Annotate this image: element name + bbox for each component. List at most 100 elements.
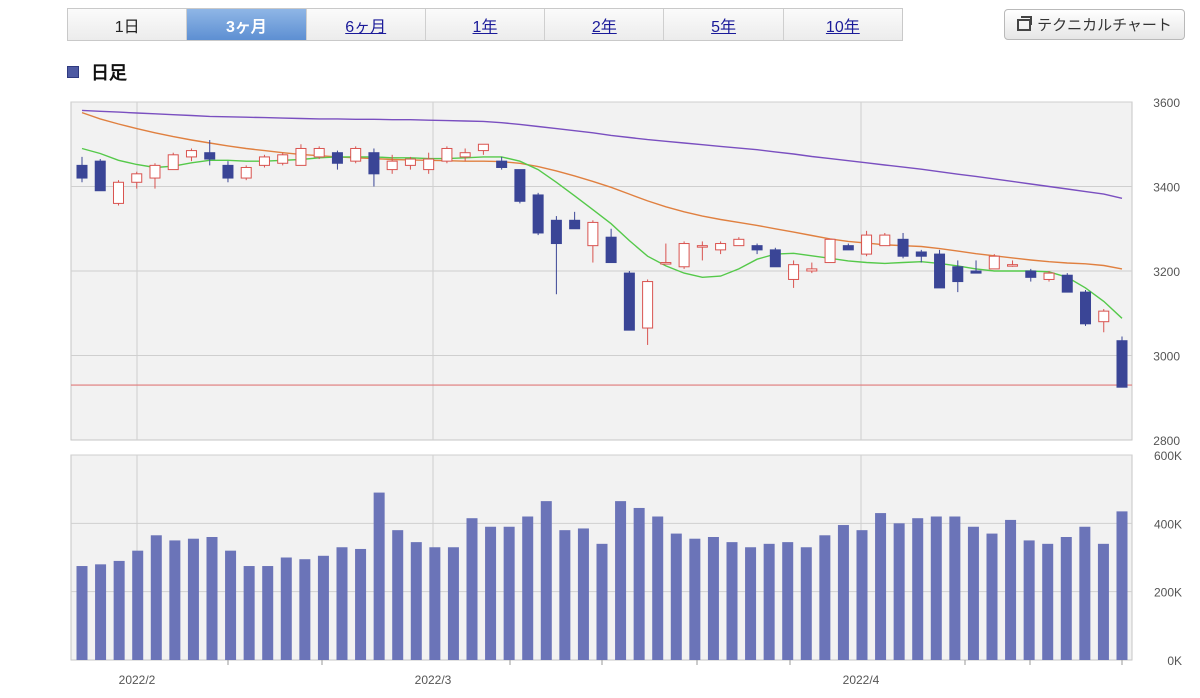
volume-bar [819, 535, 831, 660]
volume-bar [206, 537, 218, 660]
period-tab-2[interactable]: 3ヶ月 [187, 9, 307, 40]
volume-bar [243, 566, 255, 660]
candle-body [258, 156, 270, 166]
period-tabs: 1日 3ヶ月 6ヶ月 1年 2年 5年 10年 [67, 8, 903, 41]
candle-body [331, 152, 343, 164]
candle-body [514, 169, 526, 202]
volume-bar [986, 533, 998, 660]
candle-body [806, 268, 818, 272]
candle-body [605, 236, 617, 264]
moving-average-layer [81, 109, 1123, 319]
technical-chart-button[interactable]: テクニカルチャート [1004, 9, 1185, 40]
volume-ytick-label: 400K [1154, 517, 1182, 531]
candle-body [824, 238, 836, 264]
candlestick-layer [76, 140, 1128, 388]
candle-body [1007, 264, 1019, 267]
candle-body [970, 270, 982, 274]
volume-bar [132, 550, 144, 660]
candle-body [94, 160, 106, 192]
volume-bar [1005, 519, 1017, 660]
candle-body [952, 266, 964, 283]
candle-body [532, 194, 544, 234]
candle-body [277, 154, 289, 164]
volume-bar [280, 557, 292, 660]
candle-body [1080, 291, 1092, 325]
volume-bar [745, 547, 757, 660]
xtick-label: 2022/2 [119, 673, 156, 687]
volume-bar [1042, 543, 1054, 660]
candle-body [788, 264, 800, 280]
volume-bar [726, 542, 738, 660]
candle-body [222, 164, 234, 179]
volume-bar [113, 560, 125, 660]
volume-bar [875, 513, 887, 660]
candle-body [587, 221, 599, 247]
candle-body [167, 154, 179, 171]
volume-bar [763, 543, 775, 660]
candle-body [897, 238, 909, 257]
volume-bar [392, 530, 404, 660]
candle-body [1043, 272, 1055, 280]
volume-bar [429, 547, 441, 660]
candle-body [988, 255, 1000, 270]
candle-body [569, 219, 581, 230]
volume-bar [355, 548, 367, 660]
candle-body [861, 234, 873, 255]
volume-bar [615, 501, 627, 660]
volume-bar [1023, 540, 1035, 660]
candle-body [842, 245, 854, 251]
candle-body [149, 164, 161, 179]
volume-bar [317, 555, 329, 660]
candle-body [404, 158, 416, 166]
period-tab-6[interactable]: 5年 [664, 9, 784, 40]
period-tab-4[interactable]: 1年 [426, 9, 546, 40]
volume-bar [503, 526, 515, 660]
period-tab-3[interactable]: 6ヶ月 [307, 9, 426, 40]
period-tab-1[interactable]: 1日 [68, 9, 188, 40]
candle-body [934, 253, 946, 289]
candle-body [1116, 340, 1128, 388]
volume-bar [689, 538, 701, 660]
volume-bar [410, 542, 422, 660]
volume-bar [967, 526, 979, 660]
volume-bar [485, 526, 497, 660]
ma-mid-line [81, 111, 1123, 270]
volume-bar [262, 566, 274, 660]
volume-bar-layer [76, 492, 1128, 660]
volume-bar [187, 538, 199, 660]
candle-body [642, 281, 654, 329]
volume-ytick-label: 600K [1154, 449, 1182, 463]
volume-bar [373, 492, 385, 660]
candle-body [204, 152, 216, 160]
ma-short-line [81, 147, 1123, 319]
volume-bar [559, 530, 571, 660]
period-tab-5[interactable]: 2年 [545, 9, 665, 40]
candle-body [295, 147, 307, 166]
volume-bar [76, 566, 88, 660]
candle-body [660, 262, 672, 265]
volume-bar [633, 507, 645, 660]
candle-body [441, 147, 453, 162]
price-ytick-label: 3000 [1153, 350, 1180, 364]
volume-y-axis: 600K 400K 200K 0K [1154, 449, 1182, 668]
volume-bar [707, 537, 719, 660]
volume-bar [95, 564, 107, 660]
volume-bar [522, 516, 534, 660]
section-title: 日足 [67, 60, 127, 84]
volume-bar [1079, 526, 1091, 660]
candle-body [313, 147, 325, 158]
price-ytick-label: 3200 [1153, 265, 1180, 279]
candle-body [550, 219, 562, 245]
volume-bar [800, 547, 812, 660]
candle-body [240, 166, 252, 179]
candle-body [733, 238, 745, 247]
price-ytick-label: 2800 [1153, 434, 1180, 448]
volume-bar [596, 543, 608, 660]
candle-body [715, 243, 727, 251]
volume-bar [949, 516, 961, 660]
period-tab-7[interactable]: 10年 [825, 18, 860, 36]
price-ytick-label: 3600 [1153, 96, 1180, 110]
volume-bar [1060, 537, 1072, 660]
candle-body [423, 158, 435, 171]
